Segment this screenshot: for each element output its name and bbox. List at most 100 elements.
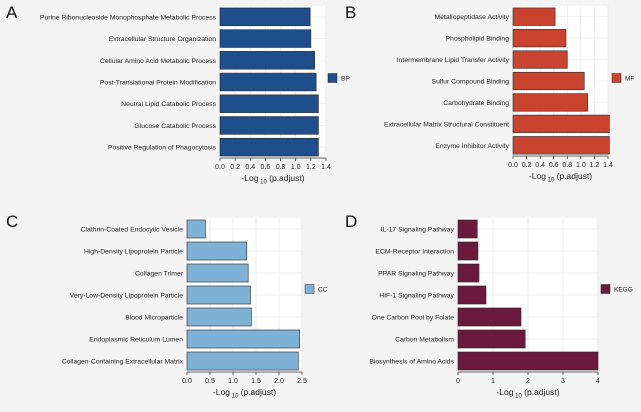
panel-a-tick-label: 1.2 <box>306 164 316 171</box>
panel-a-tick-label: 1.4 <box>321 164 331 171</box>
panel-c-letter: C <box>6 212 18 231</box>
panel-a-tick-label: 1.0 <box>291 164 301 171</box>
panel-c-bar <box>186 219 206 239</box>
panel-a-category-label: Glucose Catabolic Process <box>134 123 216 130</box>
panel-a-tick-label: 0.8 <box>276 164 286 171</box>
panel-b-bar <box>512 7 556 26</box>
panel-b-tick-label: 1.2 <box>590 162 600 169</box>
panel-a-bar <box>219 29 312 48</box>
panel-b-category-label: Extracellular Matrix Structural Constitu… <box>384 121 509 128</box>
panel-d-x-axis-title: -Log 10 (p.adjust) <box>496 387 559 400</box>
panel-a-category-label: Extracellular Structure Organization <box>109 36 217 43</box>
panel-a-x-axis-title: -Log 10 (p.adjust) <box>241 173 304 186</box>
panel-a-legend-key <box>327 73 338 83</box>
panel-d-category-label: Carbon Metabolism <box>395 337 454 344</box>
panel-d-category-label: PPAR Signaling Pathway <box>378 271 454 278</box>
panel-b-tick-label: 0.2 <box>522 162 532 169</box>
panel-c-tick-label: 0.0 <box>182 378 192 385</box>
panel-d-tick-label: 1 <box>491 378 495 385</box>
panel-a-tick-label: 0.2 <box>230 164 240 171</box>
panel-b-tick-label: 1.0 <box>576 162 586 169</box>
panel-b-category-label: Sulfur Compound Binding <box>432 79 510 86</box>
panel-b-category-label: Phospholipid Binding <box>446 36 510 43</box>
panel-c-category-label: Very-Low-Density Lipoprotein Particle <box>70 293 184 300</box>
panel-b-legend-key <box>611 73 622 83</box>
panel-c-bar <box>186 329 300 349</box>
panel-b-bar <box>512 71 585 91</box>
panel-c-bar <box>186 241 248 261</box>
panel-d-legend-label: KEGG <box>614 287 633 294</box>
panel-d-bar <box>457 219 478 239</box>
panel-b-category-label: Carbohydrate Binding <box>443 100 509 107</box>
panel-a-bar <box>219 94 319 113</box>
panel-b-legend-label: MF <box>625 76 634 83</box>
panel-d-category-label: HIF-1 Signaling Pathway <box>379 293 454 300</box>
panel-c-tick-label: 2.5 <box>297 378 307 385</box>
panel-d-category-label: Biosynthesis of Amino Acids <box>369 359 454 366</box>
panel-b-bar <box>512 50 568 69</box>
panel-d-bar <box>457 307 522 327</box>
panel-a-category-label: Positive Regulation of Phagocytosis <box>108 145 217 152</box>
panel-c-bar <box>186 307 252 327</box>
panel-d-category-label: One Carbon Pool by Folate <box>372 315 455 322</box>
panel-d-tick-label: 3 <box>561 378 565 385</box>
panel-c-bar <box>186 351 299 371</box>
panel-d-legend-key <box>600 284 611 294</box>
panel-d: D IL-17 Signaling Pathway ECM-Receptor Int… <box>345 212 633 400</box>
panel-b-category-label: Metallopeptidase Activity <box>435 14 510 21</box>
panel-b-tick-label: 0.6 <box>549 162 559 169</box>
panel-a-bar <box>219 51 315 70</box>
panel-c-tick-label: 0.5 <box>205 378 215 385</box>
panel-a-tick-label: 0.4 <box>245 164 255 171</box>
panel-c-tick-label: 1.0 <box>228 378 238 385</box>
panel-c-bar <box>186 263 249 283</box>
panel-a-category-label: Post-Translational Protein Modification <box>100 80 216 87</box>
panel-b-x-axis-title: -Log 10 (p.adjust) <box>529 171 592 184</box>
panel-a-bar <box>219 7 311 27</box>
panel-a: A Purine Ribonucleoside Monophosphate Met… <box>6 3 350 186</box>
panel-a-tick-label: 0.6 <box>261 164 271 171</box>
panel-d-category-label: ECM-Receptor Interaction <box>375 249 454 256</box>
panel-c-tick-label: 1.5 <box>251 378 261 385</box>
panel-c-tick-label: 2.0 <box>274 378 284 385</box>
panel-a-category-label: Purine Ribonucleoside Monophosphate Meta… <box>40 14 217 21</box>
panel-c-category-label: High-Density Lipoprotein Particle <box>84 249 183 256</box>
panel-c-x-axis-title: -Log 10 (p.adjust) <box>213 387 276 400</box>
panel-d-bar <box>457 329 526 349</box>
panel-b-tick-label: 1.4 <box>603 162 613 169</box>
panel-a-tick-label: 0.0 <box>215 164 225 171</box>
panel-c-category-label: Collagen-Containing Extracellular Matrix <box>62 359 184 366</box>
panel-b-category-label: Enzyme Inhibitor Activity <box>435 143 509 150</box>
panel-c-category-label: Blood Microparticle <box>125 315 183 322</box>
panel-d-tick-label: 0 <box>456 378 460 385</box>
panel-d-category-label: IL-17 Signaling Pathway <box>381 227 455 234</box>
panel-d-tick-label: 2 <box>526 378 530 385</box>
panel-b-bar <box>512 114 610 133</box>
panel-d-bar <box>457 351 599 371</box>
panel-d-bar <box>457 285 487 305</box>
panel-c-category-label: Collagen Trimer <box>135 271 184 278</box>
panel-b-tick-label: 0.8 <box>562 162 572 169</box>
panel-a-category-label: Cellular Amino Acid Metabolic Process <box>100 58 217 65</box>
panel-b-bar <box>512 93 588 112</box>
panel-b-tick-label: 0.4 <box>535 162 545 169</box>
panel-b-category-label: Intermembrane Lipid Transfer Activity <box>397 57 510 64</box>
panel-d-bar <box>457 241 479 261</box>
panel-a-letter: A <box>6 3 18 22</box>
panel-a-bar <box>219 137 319 157</box>
panel-a-bar <box>219 116 319 135</box>
panel-b-bar <box>512 29 567 48</box>
panel-c-legend-label: CC <box>318 287 328 294</box>
panel-c-category-label: Endoplasmic Reticulum Lumen <box>89 337 183 344</box>
panel-d-bar <box>457 263 480 283</box>
panel-c-category-label: Clathrin-Coated Endocytic Vesicle <box>81 227 184 234</box>
panel-c-legend-key <box>304 284 315 294</box>
panel-b-tick-label: 0.0 <box>508 162 518 169</box>
panel-d-tick-label: 4 <box>596 378 600 385</box>
panel-d-letter: D <box>345 212 357 231</box>
panel-b-letter: B <box>345 3 356 22</box>
panel-a-legend-label: BP <box>341 76 350 83</box>
panel-a-bar <box>219 72 317 92</box>
panel-a-category-label: Neutral Lipid Catabolic Process <box>121 101 216 108</box>
